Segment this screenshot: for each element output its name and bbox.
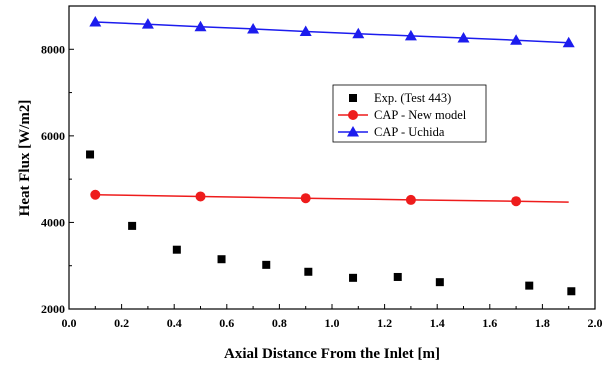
data-point	[510, 34, 523, 45]
y-axis-title: Heat Flux [W/m2]	[17, 100, 33, 217]
data-point	[262, 260, 271, 269]
data-point	[349, 273, 358, 282]
y-tick-label: 8000	[41, 42, 65, 56]
data-point	[89, 16, 102, 27]
x-tick-label: 1.6	[482, 316, 497, 330]
data-point	[128, 221, 137, 230]
x-tick-label: 1.4	[430, 316, 445, 330]
x-axis-title: Axial Distance From the Inlet [m]	[224, 346, 440, 362]
plot-frame	[68, 5, 596, 310]
x-tick-label: 0.2	[114, 316, 129, 330]
legend-marker	[348, 110, 358, 120]
data-point	[404, 29, 417, 41]
series-layer	[86, 16, 576, 296]
data-point	[567, 287, 576, 296]
data-point	[405, 194, 416, 205]
data-point	[194, 20, 207, 32]
legend-label: CAP - Uchida	[374, 125, 445, 139]
x-axis: 0.0 0.2 0.4 0.6 0.8 1.0 1.2 1.4 1.6 1.8 2.0	[62, 304, 603, 330]
data-point	[90, 189, 101, 200]
data-point	[300, 193, 311, 204]
data-point	[393, 272, 402, 281]
data-point	[86, 150, 95, 159]
x-tick-label: 0.8	[272, 316, 287, 330]
data-point	[304, 267, 313, 276]
series-circle	[90, 189, 569, 207]
legend-marker	[347, 126, 359, 137]
legend-item: Exp. (Test 443)	[349, 91, 451, 105]
legend: Exp. (Test 443) CAP - New model CAP - Uchi…	[332, 84, 487, 143]
legend-label: Exp. (Test 443)	[374, 91, 451, 105]
y-tick-label: 6000	[41, 129, 65, 143]
x-tick-label: 2.0	[588, 316, 603, 330]
data-point	[299, 25, 312, 37]
series-triangle	[89, 16, 575, 48]
data-point	[352, 27, 365, 39]
y-axis: 2000 4000 6000 8000	[41, 5, 74, 316]
x-tick-label: 1.2	[377, 316, 392, 330]
data-point	[247, 22, 260, 34]
x-tick-label: 0.0	[62, 316, 77, 330]
data-point	[562, 36, 575, 48]
series-line	[95, 21, 569, 44]
x-tick-label: 0.6	[219, 316, 234, 330]
legend-item: CAP - Uchida	[338, 125, 445, 139]
y-tick-label: 4000	[41, 215, 65, 229]
y-tick-label: 2000	[41, 302, 65, 316]
legend-label: CAP - New model	[374, 108, 467, 122]
x-tick-label: 1.8	[535, 316, 550, 330]
data-point	[435, 278, 444, 287]
series-square	[86, 150, 576, 296]
data-point	[195, 191, 206, 202]
legend-item: CAP - New model	[338, 108, 467, 122]
data-point	[457, 32, 470, 43]
series-line	[95, 193, 569, 203]
data-point	[217, 255, 226, 264]
data-point	[525, 281, 534, 290]
legend-marker	[349, 94, 357, 102]
x-tick-label: 0.4	[167, 316, 182, 330]
data-point	[141, 18, 154, 29]
x-tick-label: 1.0	[325, 316, 340, 330]
data-point	[511, 196, 522, 207]
data-point	[172, 245, 181, 254]
